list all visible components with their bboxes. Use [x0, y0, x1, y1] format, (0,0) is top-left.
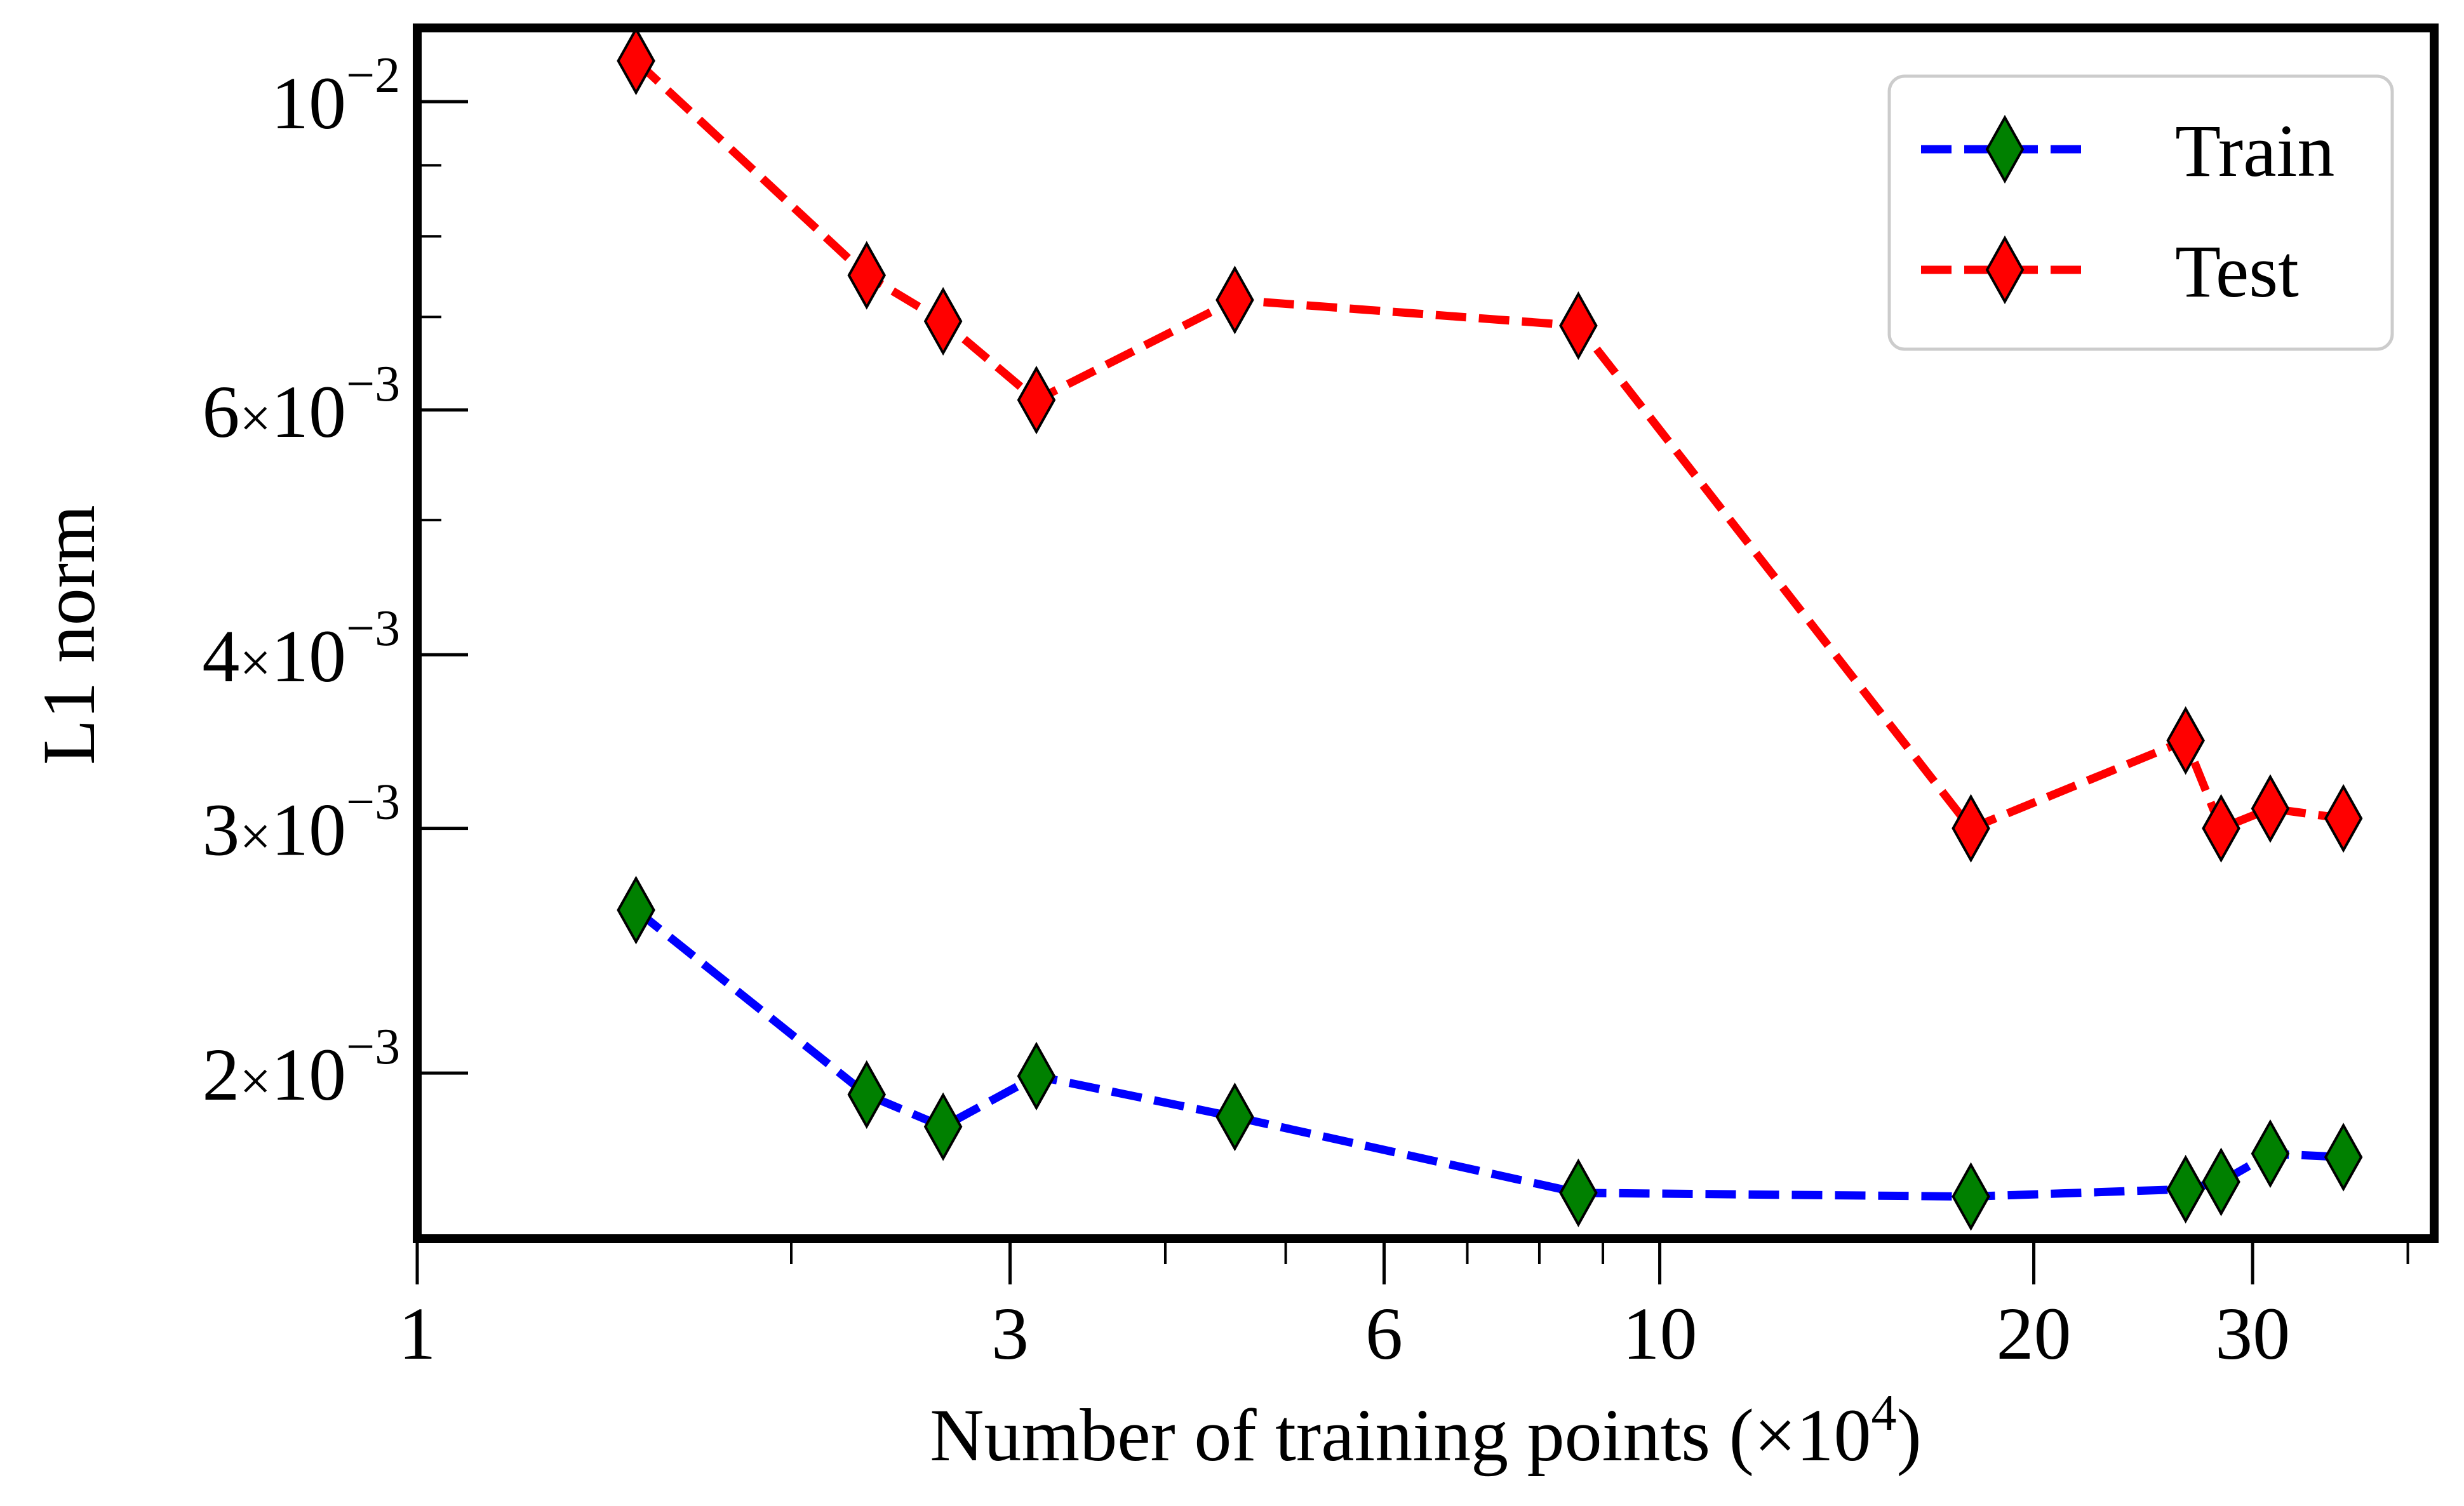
x-tick-label: 10 [1623, 1292, 1697, 1375]
x-tick-label: 20 [1997, 1292, 2072, 1375]
y-tick-label: 10 [271, 62, 346, 145]
data-point-test [2202, 794, 2240, 863]
data-point-train [2251, 1119, 2290, 1189]
data-point-train [617, 876, 655, 945]
legend: Train Test [1887, 74, 2394, 351]
data-point-test [847, 241, 887, 310]
series-markers [617, 26, 2363, 1231]
data-point-test [617, 26, 655, 95]
y-tick-exponent: −3 [346, 775, 400, 830]
legend-label-train: Train [2175, 109, 2334, 192]
data-point-train [1215, 1083, 1254, 1152]
x-tick-label: 30 [2215, 1292, 2290, 1375]
data-point-train [923, 1092, 963, 1161]
x-tick-labels: 1 3 6 10 20 30 [399, 1292, 2291, 1375]
legend-marker-test [1985, 235, 2025, 305]
plot-frame [413, 23, 2439, 1243]
data-point-test [1559, 291, 1598, 361]
data-point-test [2251, 774, 2290, 843]
y-axis-title: L1 norm [27, 505, 110, 765]
y-tick-exponent: −3 [346, 1019, 400, 1075]
y-tick-label: 4×10 [202, 615, 346, 698]
data-point-test [1215, 265, 1254, 335]
y-tick-exponent: −3 [346, 356, 400, 412]
data-point-train [1017, 1041, 1056, 1110]
major-ticks [415, 100, 2254, 1284]
y-tick-label: 2×10 [202, 1033, 346, 1116]
x-tick-label: 6 [1365, 1292, 1403, 1375]
data-point-test [1017, 365, 1056, 435]
x-axis-title: Number of training points (×104) [930, 1385, 1922, 1477]
data-point-test [2166, 706, 2205, 775]
x-tick-label: 3 [991, 1292, 1029, 1375]
x-tick-label: 1 [399, 1292, 436, 1375]
data-point-train [847, 1060, 887, 1130]
data-point-train [1559, 1158, 1598, 1227]
y-tick-exponent: −3 [346, 601, 400, 656]
y-tick-exponent: −2 [346, 48, 400, 103]
data-point-test [923, 286, 963, 356]
data-point-train [2324, 1123, 2363, 1192]
data-point-train [1952, 1162, 1990, 1231]
data-point-train [2202, 1147, 2240, 1216]
data-point-test [2324, 783, 2363, 853]
legend-label-test: Test [2175, 230, 2299, 313]
data-point-test [1952, 794, 1990, 863]
y-tick-label: 6×10 [202, 370, 346, 453]
legend-marker-train [1985, 114, 2025, 184]
data-point-train [2166, 1154, 2205, 1224]
y-tick-label: 3×10 [202, 789, 346, 872]
y-tick-labels: 10 −26×10 −34×10 −33×10 −32×10 −3 [202, 48, 400, 1116]
